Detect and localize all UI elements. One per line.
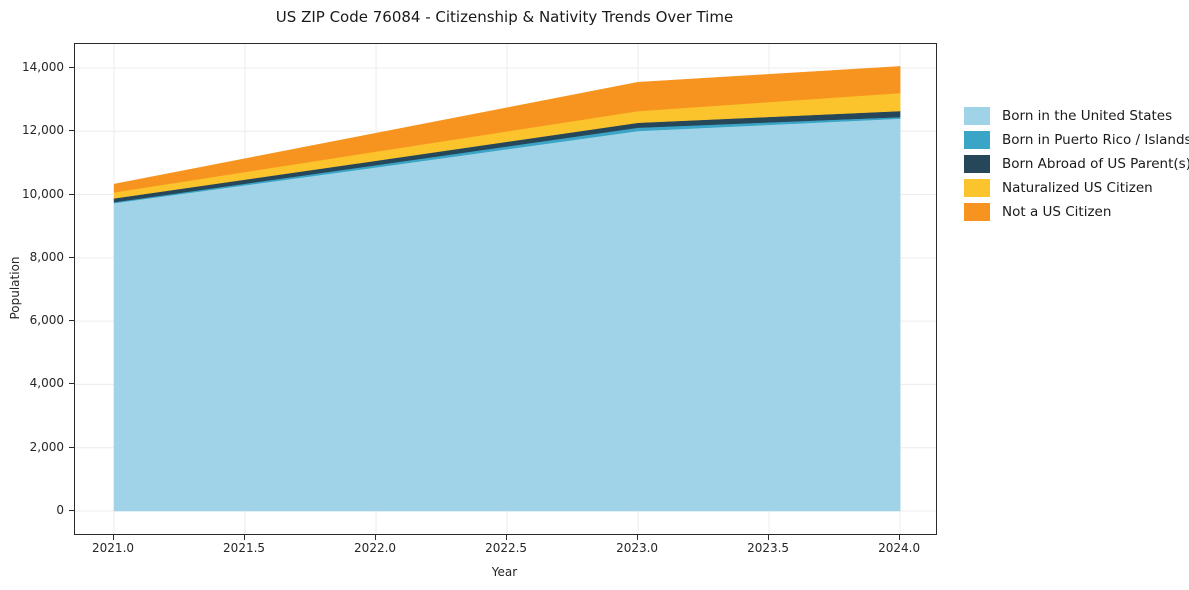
x-tick-mark xyxy=(768,535,770,540)
legend-item: Born in Puerto Rico / Islands xyxy=(964,128,1189,152)
legend-label: Born Abroad of US Parent(s) xyxy=(1002,156,1189,172)
x-tick-mark xyxy=(113,535,115,540)
area-series xyxy=(113,66,901,193)
y-tick-label: 8,000 xyxy=(29,249,64,264)
y-tick-mark xyxy=(69,66,74,68)
y-tick-mark xyxy=(69,320,74,322)
legend-swatch xyxy=(964,107,990,125)
legend-swatch xyxy=(964,155,990,173)
y-tick-mark xyxy=(69,509,74,511)
x-tick-label: 2021.0 xyxy=(92,541,135,555)
y-tick-label: 2,000 xyxy=(29,439,64,454)
y-tick-label: 10,000 xyxy=(22,186,64,201)
legend-item: Born Abroad of US Parent(s) xyxy=(964,152,1189,176)
stacked-area-chart xyxy=(75,44,936,534)
x-tick-label: 2023.0 xyxy=(616,541,659,555)
x-tick-mark xyxy=(375,535,377,540)
legend-label: Born in the United States xyxy=(1002,108,1173,124)
legend-label: Naturalized US Citizen xyxy=(1002,180,1153,196)
plot-area xyxy=(74,43,937,535)
x-tick-mark xyxy=(899,535,901,540)
x-tick-label: 2023.5 xyxy=(747,541,790,555)
y-tick-label: 14,000 xyxy=(22,59,64,74)
legend-item: Naturalized US Citizen xyxy=(964,176,1189,200)
legend-item: Not a US Citizen xyxy=(964,200,1189,224)
y-tick-mark xyxy=(69,446,74,448)
y-tick-label: 4,000 xyxy=(29,376,64,391)
y-tick-label: 12,000 xyxy=(22,123,64,138)
x-tick-label: 2024.0 xyxy=(878,541,921,555)
x-tick-label: 2022.0 xyxy=(354,541,397,555)
legend: Born in the United States Born in Puerto … xyxy=(964,104,1189,224)
x-tick-mark xyxy=(506,535,508,540)
chart-title: US ZIP Code 76084 - Citizenship & Nativi… xyxy=(275,8,734,26)
legend-item: Born in the United States xyxy=(964,104,1189,128)
y-tick-label: 6,000 xyxy=(29,313,64,328)
legend-swatch xyxy=(964,179,990,197)
y-tick-mark xyxy=(69,256,74,258)
legend-swatch xyxy=(964,203,990,221)
x-tick-mark xyxy=(637,535,639,540)
x-tick-mark xyxy=(244,535,246,540)
x-tick-label: 2021.5 xyxy=(223,541,266,555)
x-tick-label: 2022.5 xyxy=(485,541,528,555)
y-tick-mark xyxy=(69,193,74,195)
x-axis-label: Year xyxy=(491,565,518,579)
y-tick-mark xyxy=(69,383,74,385)
legend-label: Born in Puerto Rico / Islands xyxy=(1002,132,1189,148)
y-tick-label: 0 xyxy=(56,502,64,517)
y-tick-mark xyxy=(69,130,74,132)
legend-label: Not a US Citizen xyxy=(1002,204,1112,220)
legend-swatch xyxy=(964,131,990,149)
